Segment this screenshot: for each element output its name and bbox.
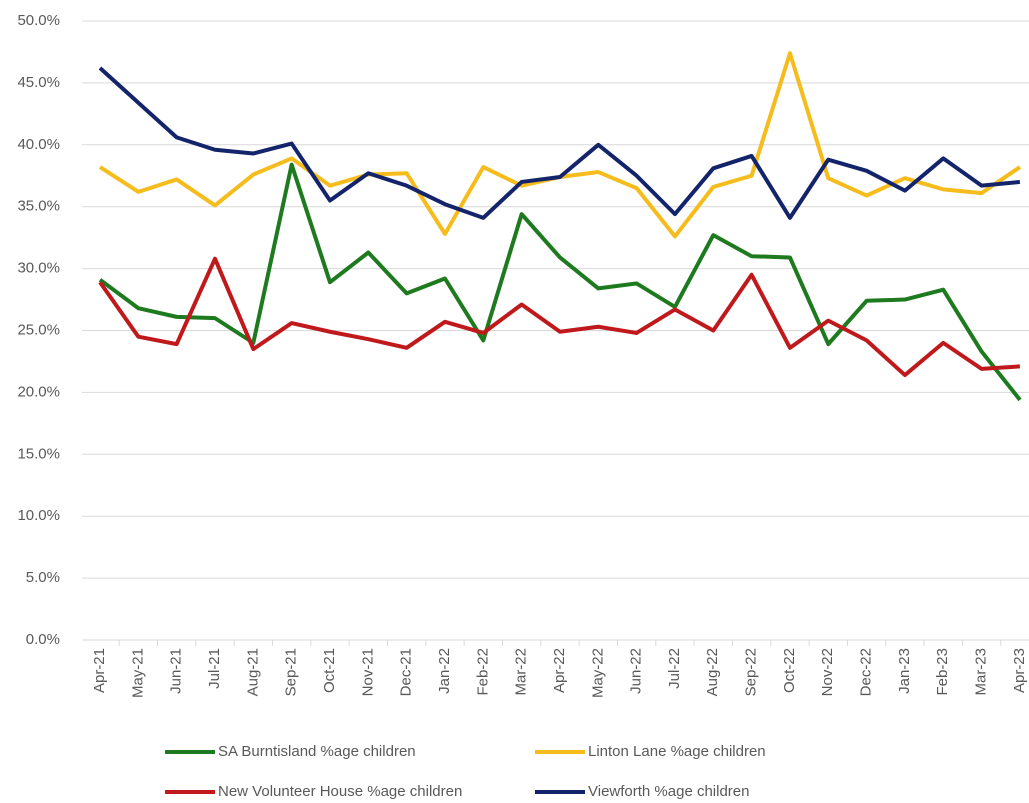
y-tick-label: 5.0% xyxy=(26,569,60,586)
x-tick-label: Jan-22 xyxy=(436,648,453,694)
x-tick-label: May-22 xyxy=(589,648,606,698)
series-line xyxy=(98,256,1021,378)
x-tick-label: Aug-22 xyxy=(704,648,721,696)
series-line xyxy=(98,66,1021,220)
legend-label: Viewforth %age children xyxy=(588,783,749,800)
x-tick-label: Aug-21 xyxy=(244,648,261,696)
x-tick-label: Jun-22 xyxy=(628,648,645,694)
x-tick-label: Jan-23 xyxy=(896,648,913,694)
y-tick-label: 50.0% xyxy=(17,12,60,29)
y-tick-label: 0.0% xyxy=(26,631,60,648)
x-tick-label: Nov-21 xyxy=(359,648,376,696)
x-tick-label: Nov-22 xyxy=(819,648,836,696)
x-tick-label: Apr-22 xyxy=(551,648,568,693)
x-tick-label: May-21 xyxy=(129,648,146,698)
x-tick-label: Feb-22 xyxy=(474,648,491,696)
x-tick-label: Apr-21 xyxy=(91,648,108,693)
y-tick-label: 25.0% xyxy=(17,321,60,338)
x-tick-label: Jul-22 xyxy=(666,648,683,689)
x-tick-label: Mar-23 xyxy=(973,648,990,696)
y-tick-label: 30.0% xyxy=(17,260,60,277)
legend-label: Linton Lane %age children xyxy=(588,743,766,760)
legend-label: New Volunteer House %age children xyxy=(218,783,462,800)
x-tick-label: Feb-23 xyxy=(934,648,951,696)
y-tick-label: 40.0% xyxy=(17,136,60,153)
legend-label: SA Burntisland %age children xyxy=(218,743,416,760)
x-tick-label: Sep-21 xyxy=(283,648,300,696)
x-tick-label: Oct-21 xyxy=(321,648,338,693)
x-tick-label: Oct-22 xyxy=(781,648,798,693)
x-tick-label: Dec-22 xyxy=(858,648,875,696)
x-tick-label: Jun-21 xyxy=(168,648,185,694)
y-tick-label: 10.0% xyxy=(17,507,60,524)
x-tick-label: Jul-21 xyxy=(206,648,223,689)
y-tick-label: 45.0% xyxy=(17,74,60,91)
y-tick-label: 20.0% xyxy=(17,383,60,400)
x-tick-label: Apr-23 xyxy=(1011,648,1028,693)
x-tick-label: Dec-21 xyxy=(398,648,415,696)
y-tick-label: 15.0% xyxy=(17,445,60,462)
x-tick-label: Sep-22 xyxy=(743,648,760,696)
series-line xyxy=(98,162,1022,402)
y-tick-label: 35.0% xyxy=(17,198,60,215)
x-tick-label: Mar-22 xyxy=(513,648,530,696)
